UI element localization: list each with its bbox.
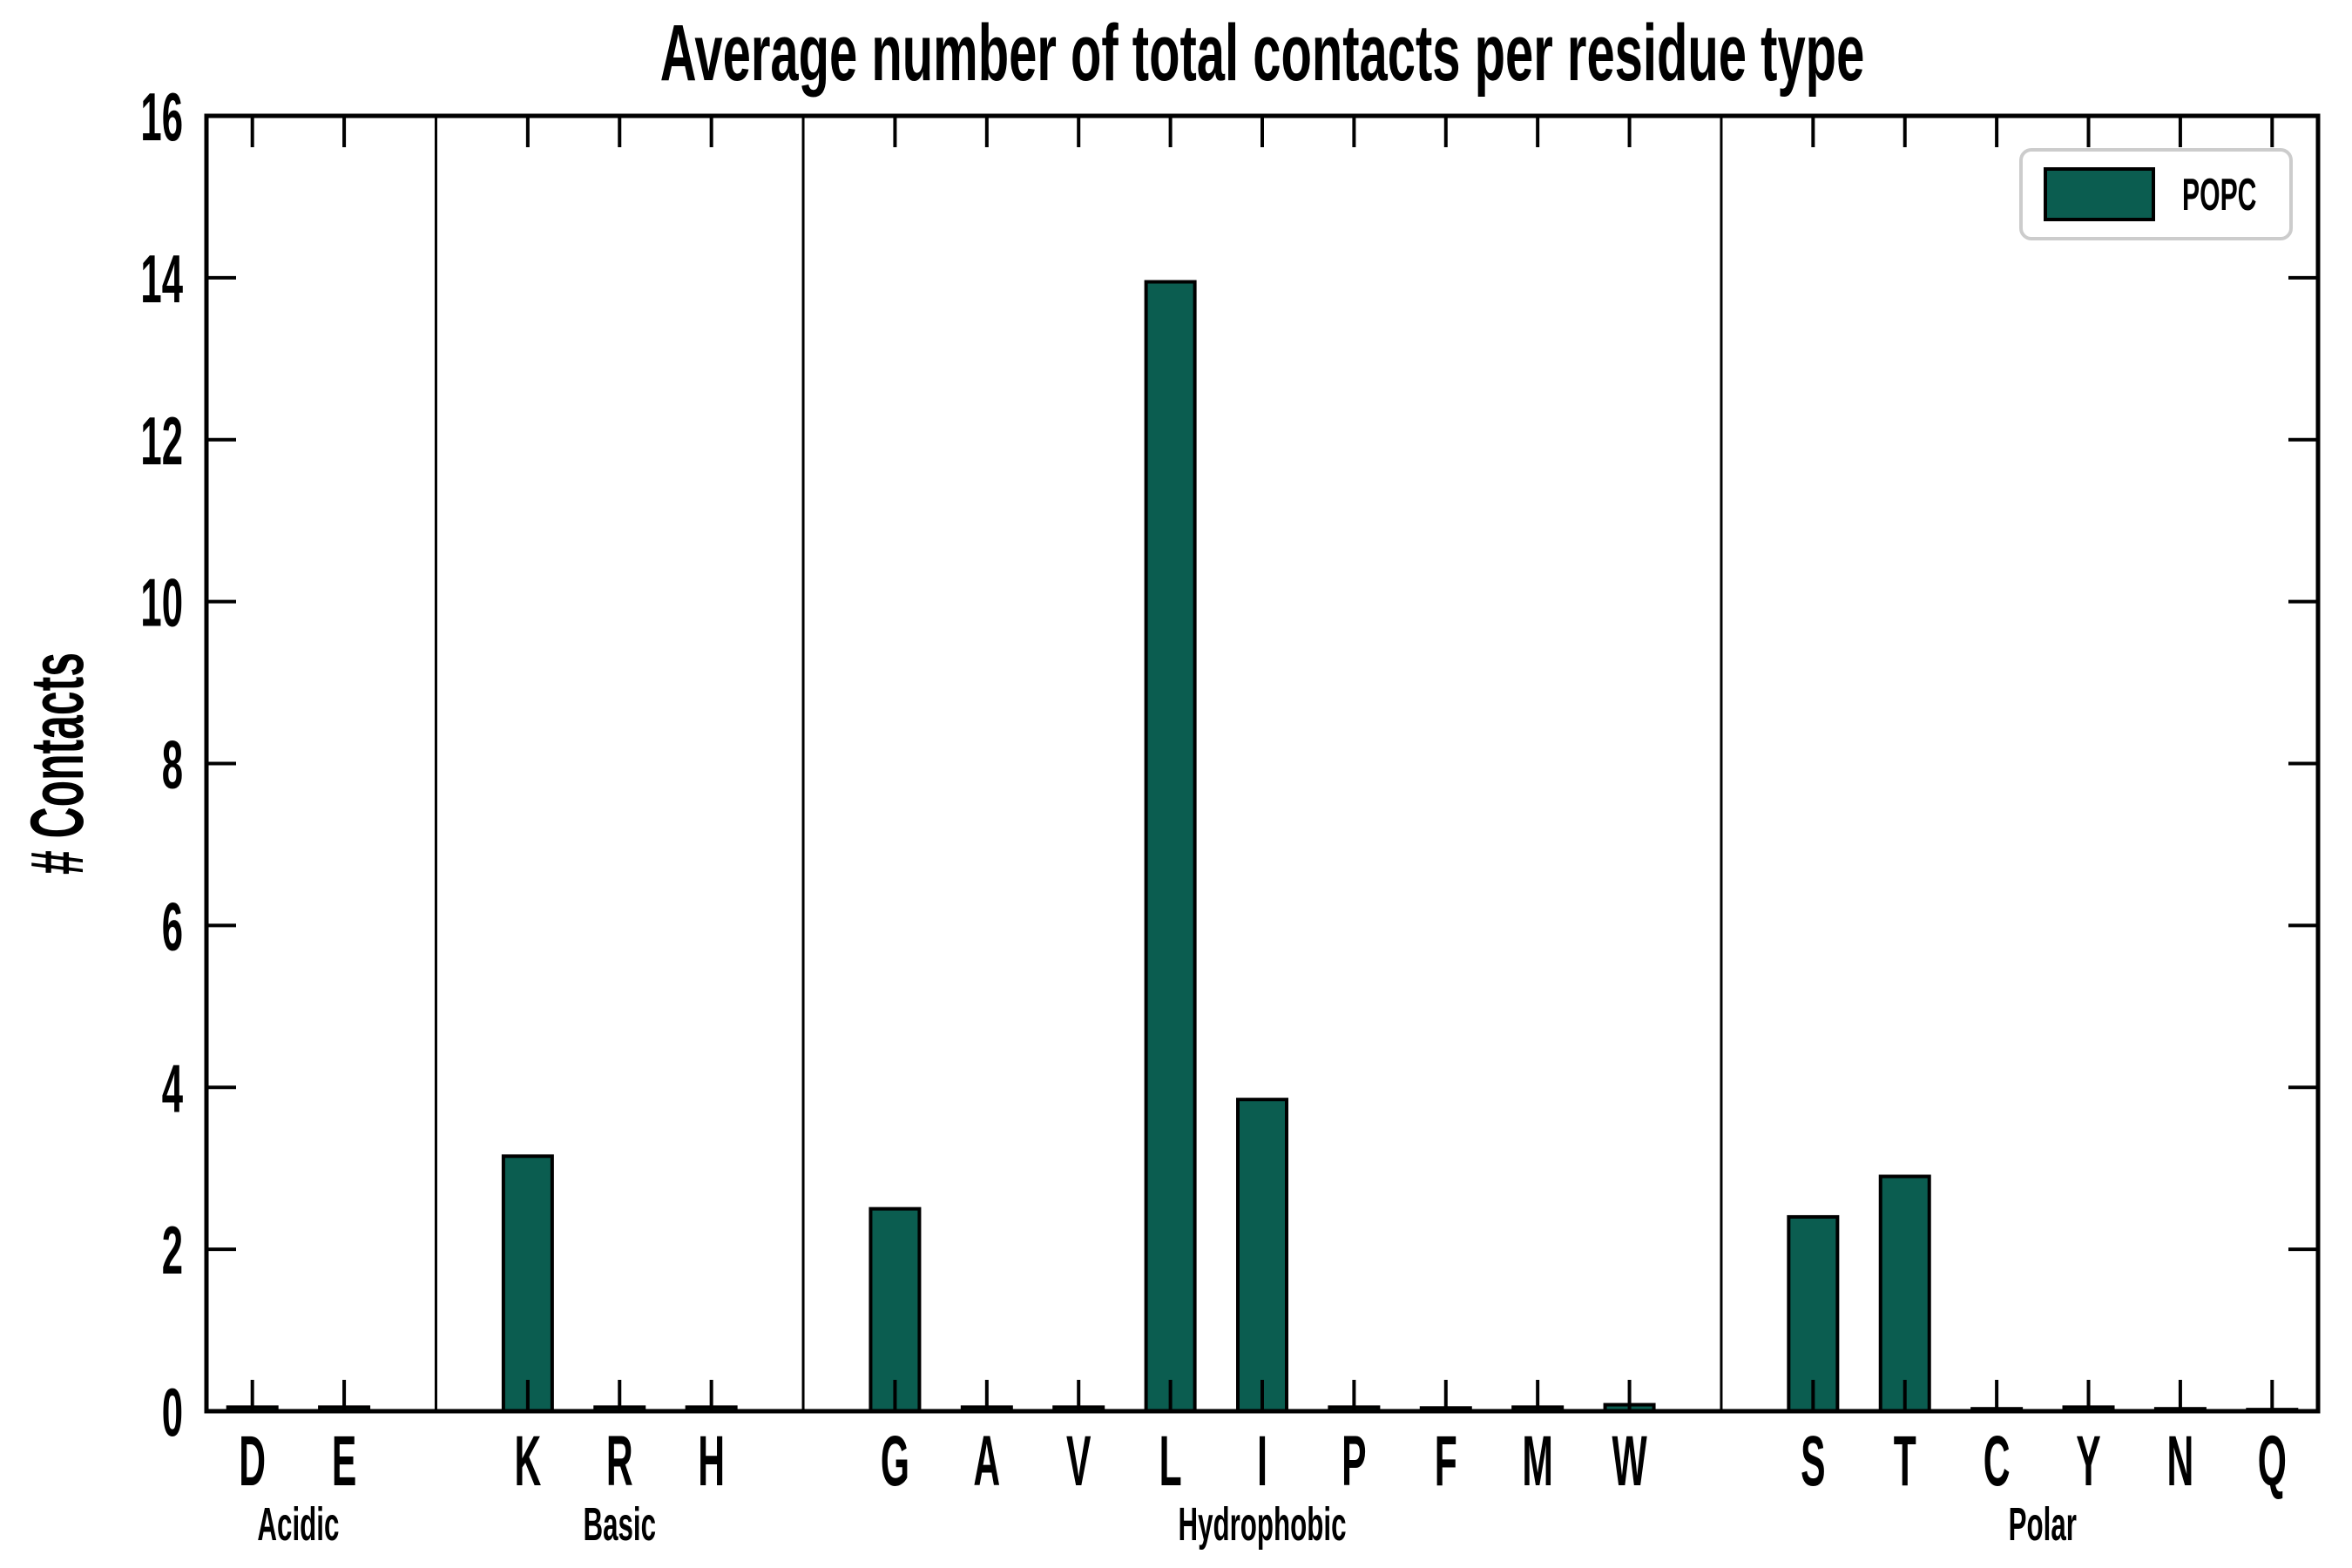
- y-tick-label: 10: [140, 566, 183, 641]
- x-tick-label-A: A: [973, 1421, 1000, 1501]
- plot-frame: [204, 113, 2321, 1414]
- x-tick-label-S: S: [1801, 1421, 1825, 1501]
- x-tick-label-F: F: [1435, 1421, 1457, 1501]
- y-tick-label: 8: [162, 727, 183, 802]
- x-tick-label-I: I: [1257, 1421, 1267, 1501]
- x-tick-label-W: W: [1612, 1421, 1646, 1501]
- y-axis-label: # Contacts: [15, 652, 99, 875]
- x-tick-label-G: G: [881, 1421, 909, 1501]
- bar-S: [1787, 1214, 1840, 1413]
- chart-title: Average number of total contacts per res…: [660, 8, 1865, 98]
- group-label-acidic: Acidic: [257, 1498, 339, 1551]
- bar-G: [868, 1206, 922, 1413]
- x-tick-label-E: E: [332, 1421, 356, 1501]
- x-tick-label-K: K: [514, 1421, 541, 1501]
- group-label-polar: Polar: [2009, 1498, 2077, 1551]
- x-tick-label-H: H: [698, 1421, 725, 1501]
- bar-T: [1878, 1174, 1931, 1413]
- group-label-hydrophobic: Hydrophobic: [1178, 1498, 1346, 1551]
- y-tick-label: 4: [162, 1051, 183, 1126]
- x-tick-label-Q: Q: [2258, 1421, 2287, 1501]
- x-tick-label-Y: Y: [2076, 1421, 2100, 1501]
- x-tick-label-M: M: [1522, 1421, 1553, 1501]
- x-tick-label-C: C: [1984, 1421, 2011, 1501]
- y-tick-label: 16: [140, 80, 183, 155]
- x-tick-label-P: P: [1342, 1421, 1366, 1501]
- legend-label-popc: POPC: [2182, 171, 2256, 220]
- x-tick-label-V: V: [1066, 1421, 1092, 1501]
- x-tick-label-D: D: [239, 1421, 266, 1501]
- group-label-basic: Basic: [583, 1498, 656, 1551]
- x-tick-label-L: L: [1159, 1421, 1182, 1501]
- x-tick-label-R: R: [606, 1421, 633, 1501]
- x-tick-label-N: N: [2167, 1421, 2194, 1501]
- y-tick-label: 0: [162, 1375, 183, 1450]
- legend-swatch-popc: [2044, 167, 2155, 221]
- y-tick-label: 14: [140, 242, 183, 317]
- bar-I: [1236, 1098, 1288, 1414]
- bar-K: [501, 1154, 554, 1413]
- y-tick-label: 12: [140, 404, 183, 479]
- y-tick-label: 2: [162, 1213, 183, 1288]
- y-tick-label: 6: [162, 889, 183, 964]
- x-tick-label-T: T: [1894, 1421, 1916, 1501]
- bar-L: [1144, 280, 1197, 1414]
